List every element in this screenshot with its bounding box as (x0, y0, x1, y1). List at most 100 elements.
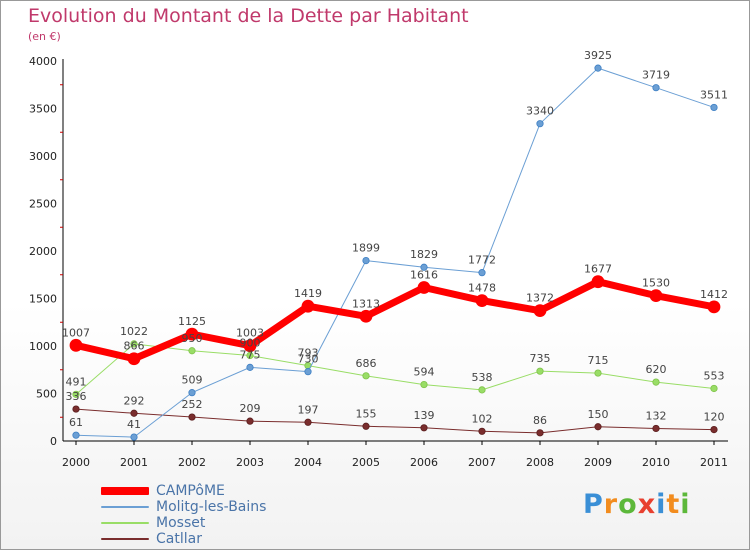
data-label: 41 (127, 418, 141, 431)
data-point (362, 422, 370, 430)
x-tick-label: 2003 (236, 456, 264, 469)
x-tick-label: 2009 (584, 456, 612, 469)
data-point (420, 424, 428, 432)
data-point (304, 368, 312, 376)
data-point (130, 340, 138, 348)
legend-swatch (101, 522, 149, 524)
data-point (246, 417, 254, 425)
data-point (594, 369, 602, 377)
logo-letter: r (603, 489, 619, 520)
data-point (652, 378, 660, 386)
data-label: 553 (704, 369, 725, 382)
legend-label: Molitg-les-Bains (156, 499, 267, 515)
data-label: 155 (356, 407, 377, 420)
legend-label: Catllar (156, 531, 202, 547)
logo-letter: i (680, 489, 691, 520)
x-tick-label: 2006 (410, 456, 438, 469)
logo-letter: i (656, 489, 667, 520)
data-point (536, 367, 544, 375)
data-label: 3925 (584, 49, 612, 62)
data-label: 3511 (700, 88, 728, 101)
data-label: 1125 (178, 315, 206, 328)
data-point (188, 389, 196, 397)
data-point (304, 418, 312, 426)
data-label: 509 (182, 374, 203, 387)
data-label: 197 (298, 403, 319, 416)
data-point (652, 84, 660, 92)
data-label: 735 (530, 352, 551, 365)
data-label: 292 (124, 394, 145, 407)
data-label: 1478 (468, 282, 496, 295)
data-point (127, 352, 141, 366)
x-tick-label: 2005 (352, 456, 380, 469)
data-point (417, 281, 431, 294)
data-label: 1419 (294, 287, 322, 300)
series-line (75, 343, 715, 395)
x-tick-label: 2002 (178, 456, 206, 469)
data-label: 620 (646, 363, 667, 376)
data-label: 1899 (352, 242, 380, 255)
chart-subtitle: (en €) (28, 30, 61, 43)
x-tick-label: 2000 (62, 456, 90, 469)
data-label: 86 (533, 414, 547, 427)
y-tick-label: 4000 (29, 55, 57, 68)
data-point (243, 339, 257, 353)
data-point (707, 300, 721, 314)
data-label: 950 (182, 332, 203, 345)
data-label: 336 (66, 390, 87, 403)
logo-letter: P (583, 489, 604, 520)
x-tick-label: 2007 (468, 456, 496, 469)
data-label: 1003 (236, 327, 264, 340)
data-label: 1530 (642, 277, 670, 290)
series-1 (72, 64, 718, 441)
data-point (130, 433, 138, 441)
y-tick-label: 0 (50, 435, 57, 448)
data-label: 1313 (352, 297, 380, 310)
data-label: 1372 (526, 292, 554, 305)
y-tick-label: 1000 (29, 340, 57, 353)
data-point (710, 103, 718, 112)
data-label: 3719 (642, 69, 670, 82)
data-label: 1829 (410, 248, 438, 261)
data-label: 1412 (700, 288, 728, 301)
data-label: 775 (240, 348, 261, 361)
data-point (362, 372, 370, 380)
data-point (710, 384, 718, 393)
data-point (652, 424, 660, 433)
line-chart: 0 500 1000 1500 2000 2500 3000 3500 4000 2000 2001… (29, 49, 728, 469)
y-tick-label: 2500 (29, 198, 57, 211)
data-point (72, 405, 80, 413)
data-label: 1007 (62, 326, 90, 339)
legend-swatch (101, 506, 149, 508)
proxiti-logo: Proxiti (583, 489, 691, 520)
data-label: 866 (124, 340, 145, 353)
data-point (591, 275, 605, 289)
y-tick-label: 1500 (29, 293, 57, 306)
data-label: 132 (646, 409, 667, 422)
data-label: 3340 (526, 105, 554, 118)
data-point (359, 309, 373, 323)
x-tick-label: 2011 (700, 456, 728, 469)
data-label: 209 (240, 402, 261, 415)
data-point (362, 256, 370, 265)
data-label: 594 (414, 366, 435, 379)
data-point (594, 423, 602, 431)
y-tick-label: 500 (36, 388, 57, 401)
chart-title: Evolution du Montant de la Dette par Hab… (28, 5, 469, 27)
series-2 (72, 340, 718, 398)
y-tick-label: 2000 (29, 245, 57, 258)
data-point (72, 390, 80, 398)
data-point (420, 380, 428, 389)
data-label: 730 (298, 353, 319, 366)
logo-letter: x (637, 489, 657, 520)
x-tick-label: 2004 (294, 456, 322, 469)
y-tick-label: 3000 (29, 150, 57, 163)
data-point (188, 413, 196, 421)
legend-label: CAMPôME (156, 483, 225, 499)
data-point (710, 425, 718, 434)
data-label: 1022 (120, 325, 148, 338)
data-label: 139 (414, 409, 435, 422)
series-line (72, 278, 718, 363)
data-point (69, 338, 83, 352)
